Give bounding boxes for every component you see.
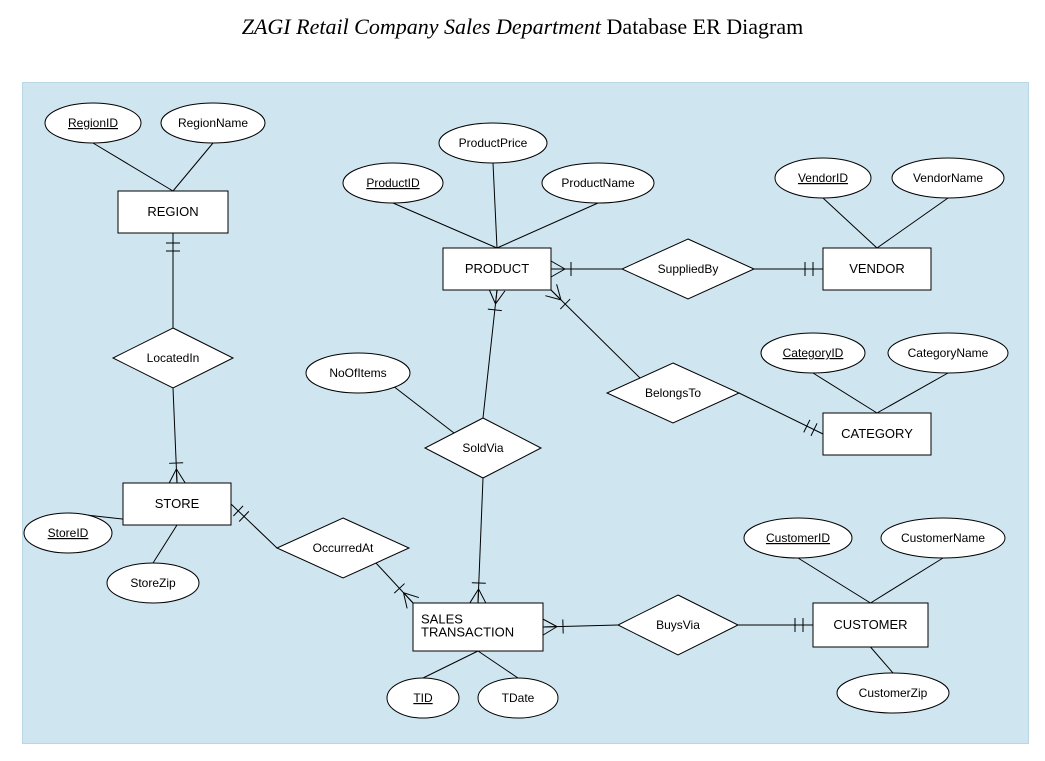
svg-text:SuppliedBy: SuppliedBy: [658, 262, 719, 276]
svg-text:ProductName: ProductName: [561, 176, 635, 190]
svg-text:ProductPrice: ProductPrice: [459, 136, 528, 150]
svg-text:REGION: REGION: [147, 204, 198, 219]
svg-text:RegionName: RegionName: [178, 116, 248, 130]
svg-text:PRODUCT: PRODUCT: [465, 261, 529, 276]
svg-text:SoldVia: SoldVia: [462, 441, 503, 455]
svg-text:CustomerZip: CustomerZip: [859, 686, 928, 700]
svg-text:StoreZip: StoreZip: [130, 576, 176, 590]
svg-text:CATEGORY: CATEGORY: [841, 426, 913, 441]
svg-text:TID: TID: [413, 691, 433, 705]
svg-text:CategoryID: CategoryID: [783, 346, 844, 360]
page-title: ZAGI Retail Company Sales Department Dat…: [0, 14, 1045, 40]
svg-text:RegionID: RegionID: [68, 116, 118, 130]
svg-text:VendorName: VendorName: [913, 171, 983, 185]
svg-text:VendorID: VendorID: [798, 171, 848, 185]
svg-text:STORE: STORE: [155, 496, 200, 511]
svg-text:CustomerID: CustomerID: [766, 531, 830, 545]
svg-text:CategoryName: CategoryName: [908, 346, 989, 360]
title-italic: ZAGI Retail Company Sales Department: [242, 14, 601, 39]
svg-text:TDate: TDate: [502, 691, 535, 705]
er-canvas: REGIONPRODUCTVENDORSTORECATEGORYSALESTRA…: [22, 82, 1029, 744]
svg-text:ProductID: ProductID: [366, 176, 420, 190]
svg-text:BuysVia: BuysVia: [656, 618, 700, 632]
svg-text:StoreID: StoreID: [48, 526, 89, 540]
title-rest: Database ER Diagram: [601, 14, 803, 39]
er-svg: REGIONPRODUCTVENDORSTORECATEGORYSALESTRA…: [23, 83, 1028, 743]
svg-text:OccurredAt: OccurredAt: [313, 541, 374, 555]
svg-text:BelongsTo: BelongsTo: [645, 386, 701, 400]
svg-text:CustomerName: CustomerName: [901, 531, 985, 545]
svg-text:CUSTOMER: CUSTOMER: [833, 617, 907, 632]
svg-text:VENDOR: VENDOR: [849, 261, 905, 276]
svg-text:LocatedIn: LocatedIn: [147, 351, 200, 365]
page: ZAGI Retail Company Sales Department Dat…: [0, 0, 1045, 761]
svg-text:NoOfItems: NoOfItems: [329, 366, 386, 380]
